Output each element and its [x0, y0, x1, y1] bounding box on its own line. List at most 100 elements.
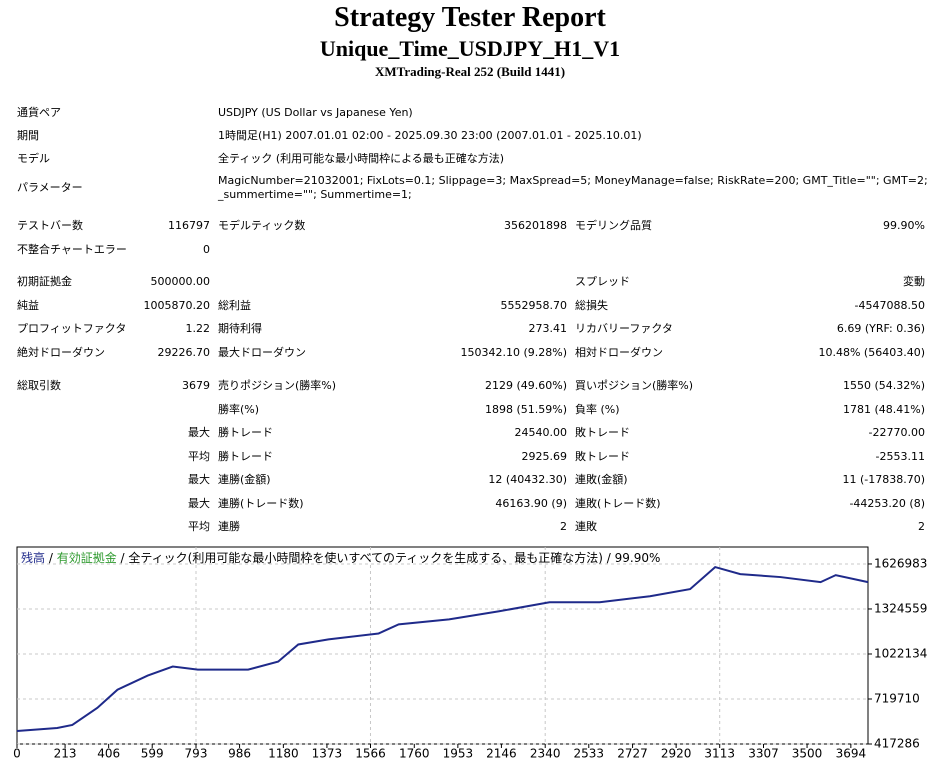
y-tick-label: 1324559 [874, 601, 927, 615]
stat-value: 6.69 (YRF: 0.36) [836, 322, 925, 335]
stat-value: 150342.10 (9.28%) [460, 345, 567, 359]
stat-value: 356201898 [504, 219, 567, 232]
stat-label: 売りポジション(勝率%) [218, 379, 337, 392]
build: XMTrading-Real 252 (Build 1441) [374, 64, 566, 79]
stat-label: スプレッド [575, 275, 630, 288]
info-label: パラメーター [17, 181, 83, 194]
stat-label: プロフィットファクタ [17, 322, 127, 335]
stat-value: 最大 [188, 496, 210, 510]
stat-value: 29226.70 [157, 345, 211, 359]
x-tick-label: 2146 [486, 747, 517, 761]
stat-label: 初期証拠金 [17, 275, 72, 288]
stat-label: 総取引数 [17, 379, 61, 392]
x-tick-label: 3500 [792, 747, 823, 761]
y-tick-label: 417286 [874, 737, 920, 751]
stat-value: -22770.00 [868, 426, 925, 439]
stat-value: 最大 [188, 426, 210, 439]
info-label: 期間 [17, 129, 39, 142]
stat-label: 総利益 [218, 298, 251, 312]
stat-value: 1.22 [185, 322, 211, 335]
stat-value: 平均 [188, 520, 210, 533]
stat-label: 連敗(金額) [575, 473, 628, 486]
info-value: USDJPY (US Dollar vs Japanese Yen) [218, 106, 413, 119]
legend-equity: 有効証拠金 [57, 550, 117, 565]
stat-value: 1550 (54.32%) [842, 379, 925, 392]
legend-balance: 残高 [21, 550, 45, 565]
stat-label: 敗トレード [575, 426, 630, 439]
stat-value: -44253.20 (8) [849, 496, 925, 510]
x-tick-label: 3307 [748, 747, 779, 761]
stat-label: 最大ドローダウン [218, 345, 306, 359]
stat-label: 不整合チャートエラー [17, 242, 127, 256]
stat-label: 買いポジション(勝率%) [575, 379, 694, 392]
stat-label: 負率 (%) [575, 402, 620, 416]
y-tick-label: 719710 [874, 691, 920, 705]
legend-model: 全ティック(利用可能な最小時間枠を使いすべてのティックを生成する、最も正確な方法… [128, 550, 603, 565]
x-tick-label: 2533 [573, 747, 604, 761]
stat-value: 12 (40432.30) [488, 473, 567, 486]
stat-label: 勝トレード [218, 426, 273, 439]
stat-value: 1898 (51.59%) [484, 402, 567, 416]
stat-label: 勝率(%) [218, 402, 260, 416]
stat-label: リカバリーファクタ [575, 322, 673, 335]
legend: 残高 / 有効証拠金 / 全ティック(利用可能な最小時間枠を使いすべてのティック… [21, 550, 660, 565]
stat-value: 11 (-17838.70) [842, 473, 925, 486]
y-tick-label: 1022134 [874, 646, 927, 660]
stat-label: 連敗 [575, 520, 597, 533]
stat-value: 最大 [188, 473, 210, 486]
x-tick-label: 1760 [399, 747, 430, 761]
subtitle: Unique_Time_USDJPY_H1_V1 [319, 36, 621, 61]
x-tick-label: 2920 [661, 747, 692, 761]
info-value: 全ティック (利用可能な最小時間枠による最も正確な方法) [218, 152, 505, 165]
stat-value: 変動 [903, 275, 925, 288]
stat-label: モデルティック数 [218, 219, 306, 232]
x-tick-label: 2340 [530, 747, 561, 761]
stat-value: -2553.11 [875, 449, 925, 463]
x-tick-label: 213 [54, 747, 77, 761]
stat-value: 500000.00 [150, 275, 211, 288]
x-tick-label: 1953 [443, 747, 474, 761]
x-tick-label: 406 [97, 747, 120, 761]
info-label: モデル [17, 152, 50, 165]
x-tick-label: 3113 [704, 747, 735, 761]
x-tick-label: 3694 [836, 747, 867, 761]
title: Strategy Tester Report [334, 2, 606, 33]
y-tick-label: 1626983 [874, 556, 927, 570]
stat-label: 相対ドローダウン [575, 345, 663, 359]
stat-value: 5552958.70 [500, 298, 567, 312]
stat-value: -4547088.50 [854, 298, 925, 312]
legend-separator: / [603, 551, 615, 565]
stat-value: 1781 (48.41%) [842, 402, 925, 416]
info-value: 1時間足(H1) 2007.01.01 02:00 - 2025.09.30 2… [218, 129, 642, 142]
x-tick-label: 986 [228, 747, 251, 761]
stat-label: 連勝 [218, 520, 240, 533]
legend-separator: / [117, 551, 129, 565]
stat-value: 2 [918, 520, 925, 533]
stat-label: 勝トレード [218, 449, 273, 463]
balance-line [16, 565, 869, 732]
stat-label: 連敗(トレード数) [575, 496, 661, 510]
x-tick-label: 793 [185, 747, 208, 761]
stat-label: 連勝(トレード数) [218, 496, 304, 510]
info-value: _summertime=""; Summertime=1; [218, 188, 412, 201]
stat-value: 46163.90 (9) [495, 496, 567, 510]
stat-value: 2925.69 [521, 449, 568, 463]
info-label: 通貨ペア [17, 106, 61, 119]
stat-label: 絶対ドローダウン [17, 345, 105, 359]
x-tick-label: 1566 [355, 747, 386, 761]
stat-value: 2 [560, 520, 567, 533]
x-tick-label: 2727 [617, 747, 648, 761]
stat-value: 1005870.20 [143, 298, 210, 312]
stat-value: 116797 [168, 219, 210, 232]
stat-value: 24540.00 [514, 426, 568, 439]
stat-value: 3679 [182, 379, 210, 392]
legend-quality: 99.90% [615, 551, 661, 565]
stat-value: 273.41 [528, 322, 568, 335]
x-tick-label: 599 [141, 747, 164, 761]
stat-label: モデリング品質 [575, 219, 652, 232]
info-value: MagicNumber=21032001; FixLots=0.1; Slipp… [218, 174, 928, 187]
stat-label: 総損失 [575, 298, 608, 312]
x-tick-label: 1373 [312, 747, 343, 761]
stat-value: 10.48% (56403.40) [818, 345, 925, 359]
